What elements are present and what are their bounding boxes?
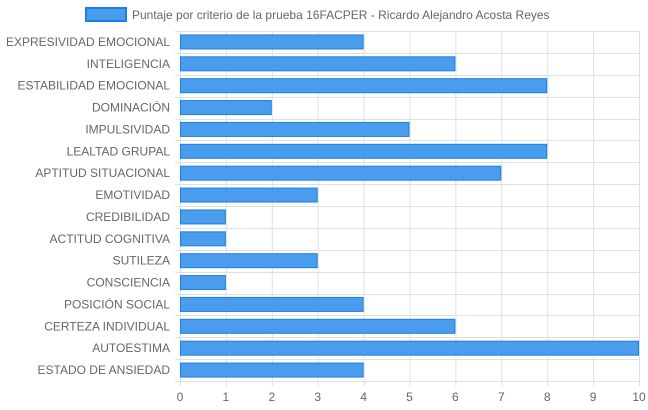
bar-autoestima[interactable] — [180, 340, 639, 356]
legend-label: Puntaje por criterio de la prueba 16FACP… — [132, 8, 550, 22]
bar-posición-social[interactable] — [180, 296, 364, 312]
category-label: EMOTIVIDAD — [95, 188, 170, 202]
category-label: ESTADO DE ANSIEDAD — [38, 363, 171, 377]
category-label: IMPULSIVIDAD — [85, 122, 170, 136]
bar-dominación[interactable] — [180, 100, 272, 116]
x-tick-label: 6 — [452, 390, 459, 404]
category-label: ACTITUD COGNITIVA — [50, 232, 170, 246]
category-label: LEALTAD GRUPAL — [67, 144, 171, 158]
category-label: CREDIBILIDAD — [86, 210, 170, 224]
legend[interactable]: Puntaje por criterio de la prueba 16FACP… — [85, 7, 550, 22]
category-label: CERTEZA INDIVIDUAL — [44, 319, 170, 333]
category-label: AUTOESTIMA — [92, 341, 170, 355]
x-tick-label: 9 — [590, 390, 597, 404]
category-label: CONSCIENCIA — [87, 276, 170, 290]
category-label: SUTILEZA — [113, 254, 170, 268]
bar-sutileza[interactable] — [180, 253, 318, 269]
category-label: ESTABILIDAD EMOCIONAL — [18, 79, 171, 93]
bar-certeza-individual[interactable] — [180, 318, 456, 334]
x-tick-label: 7 — [498, 390, 505, 404]
x-tick-label: 8 — [544, 390, 551, 404]
category-label: INTELIGENCIA — [87, 57, 170, 71]
x-tick-label: 2 — [268, 390, 275, 404]
x-tick-label: 0 — [177, 390, 184, 404]
bar-credibilidad[interactable] — [180, 209, 226, 225]
category-labels: EXPRESIVIDAD EMOCIONAL INTELIGENCIA ESTABI… — [6, 35, 170, 377]
x-tick-label: 5 — [406, 390, 413, 404]
bar-inteligencia[interactable] — [180, 56, 456, 72]
bars — [180, 34, 639, 378]
x-tick-label: 1 — [223, 390, 230, 404]
category-label: EXPRESIVIDAD EMOCIONAL — [6, 35, 170, 49]
bar-consciencia[interactable] — [180, 275, 226, 291]
bar-emotividad[interactable] — [180, 187, 318, 203]
bar-estabilidad-emocional[interactable] — [180, 78, 548, 94]
category-label: DOMINACIÓN — [92, 100, 170, 115]
category-label: POSICIÓN SOCIAL — [64, 296, 170, 311]
bar-lealtad-grupal[interactable] — [180, 143, 548, 159]
legend-swatch — [85, 7, 127, 22]
x-tick-label: 10 — [632, 390, 646, 404]
bar-estado-de-ansiedad[interactable] — [180, 362, 364, 378]
bar-aptitud-situacional[interactable] — [180, 165, 502, 181]
x-tick-label: 4 — [360, 390, 367, 404]
bar-impulsividad[interactable] — [180, 121, 410, 137]
category-label: APTITUD SITUACIONAL — [35, 166, 170, 180]
bar-actitud-cognitiva[interactable] — [180, 231, 226, 247]
x-axis-tick-labels: 0 1 2 3 4 5 6 7 8 9 10 — [177, 390, 646, 404]
bar-expresividad-emocional[interactable] — [180, 34, 364, 50]
x-tick-label: 3 — [314, 390, 321, 404]
